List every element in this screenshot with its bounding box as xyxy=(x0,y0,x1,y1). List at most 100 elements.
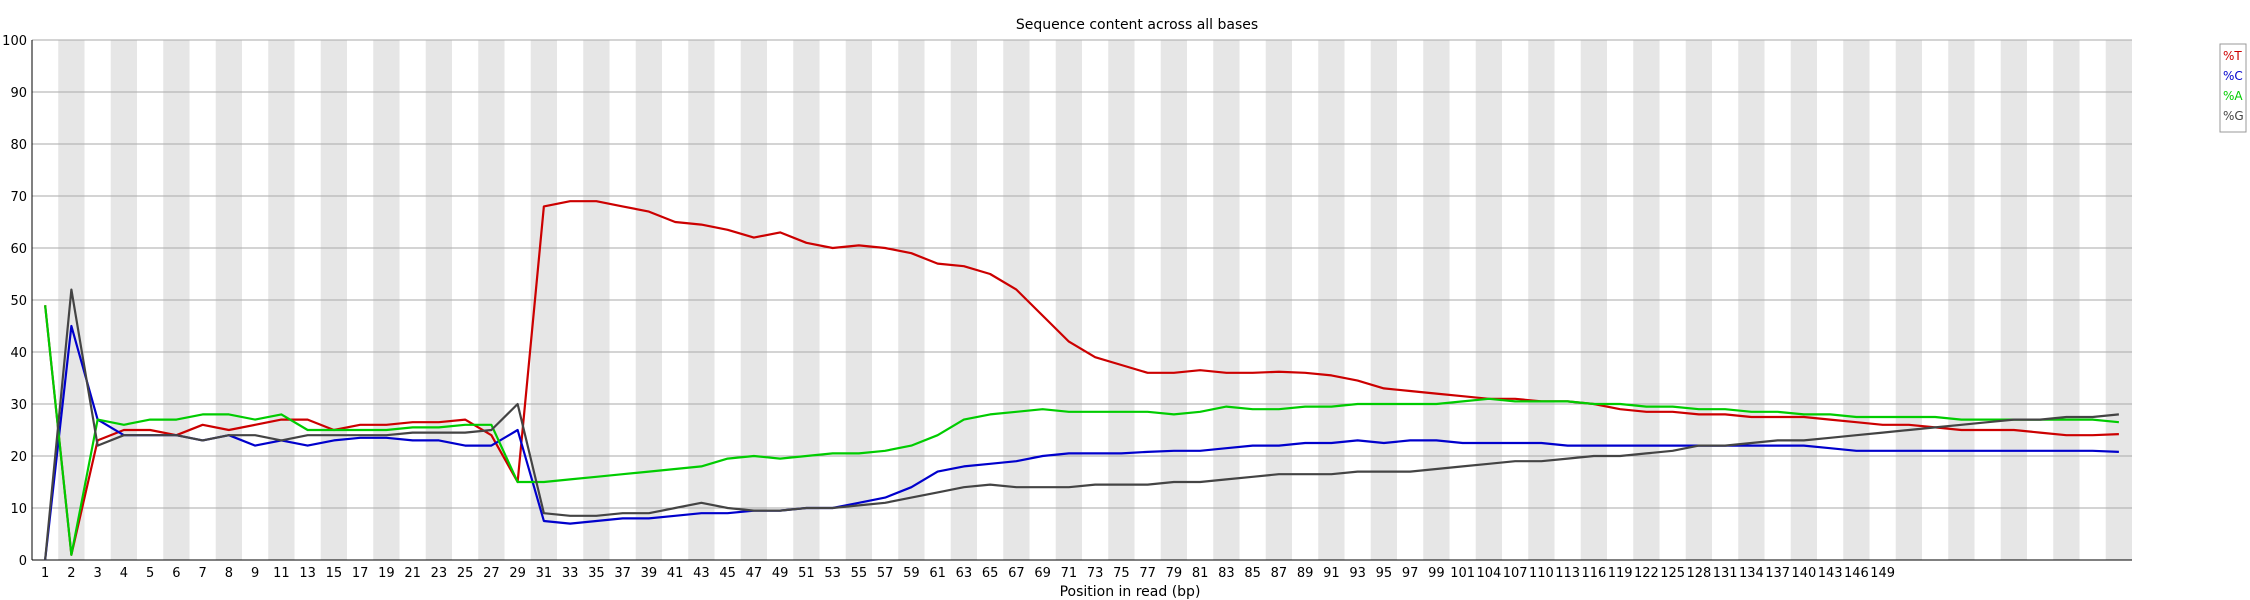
x-tick-label: 45 xyxy=(719,566,736,581)
x-tick-label: 61 xyxy=(929,566,946,581)
x-tick-label: 110 xyxy=(1529,566,1554,581)
y-tick-label: 70 xyxy=(10,190,27,205)
legend-entry: %C xyxy=(2223,69,2243,83)
x-tick-label: 37 xyxy=(614,566,631,581)
x-tick-label: 128 xyxy=(1686,566,1711,581)
x-tick-label: 65 xyxy=(982,566,999,581)
x-tick-label: 6 xyxy=(172,566,180,581)
x-tick-label: 29 xyxy=(509,566,526,581)
x-tick-label: 63 xyxy=(956,566,973,581)
x-tick-label: 95 xyxy=(1376,566,1393,581)
series-line-pct-t xyxy=(44,200,2119,556)
x-tick-label: 101 xyxy=(1450,566,1475,581)
legend-entry: %T xyxy=(2223,49,2242,63)
x-tick-label: 99 xyxy=(1428,566,1445,581)
x-tick-label: 71 xyxy=(1061,566,1078,581)
x-tick-label: 53 xyxy=(824,566,841,581)
x-tick-label: 57 xyxy=(877,566,894,581)
x-tick-label: 9 xyxy=(251,566,259,581)
x-tick-label: 77 xyxy=(1139,566,1156,581)
y-tick-labels: 0 10 20 30 40 50 60 70 80 90 100 xyxy=(2,34,27,569)
x-tick-label: 1 xyxy=(41,566,49,581)
x-tick-label: 35 xyxy=(588,566,605,581)
x-tick-label: 15 xyxy=(326,566,343,581)
x-tick-label: 81 xyxy=(1192,566,1209,581)
y-tick-label: 30 xyxy=(10,398,27,413)
x-tick-label: 149 xyxy=(1870,566,1895,581)
x-tick-label: 59 xyxy=(903,566,920,581)
x-tick-label: 69 xyxy=(1034,566,1051,581)
x-tick-label: 49 xyxy=(772,566,789,581)
x-tick-label: 55 xyxy=(851,566,868,581)
x-tick-label: 39 xyxy=(641,566,658,581)
x-tick-label: 93 xyxy=(1349,566,1366,581)
y-tick-label: 80 xyxy=(10,138,27,153)
x-tick-label: 41 xyxy=(667,566,684,581)
x-tick-label: 79 xyxy=(1166,566,1183,581)
x-tick-label: 97 xyxy=(1402,566,1419,581)
legend-entry: %G xyxy=(2223,109,2244,123)
legend: %T %C %A %G xyxy=(2219,43,2247,133)
x-tick-label: 104 xyxy=(1476,566,1501,581)
x-tick-label: 107 xyxy=(1503,566,1528,581)
horizontal-gridlines xyxy=(32,39,2132,509)
series-line-pct-c xyxy=(44,324,2119,561)
x-tick-label: 131 xyxy=(1713,566,1738,581)
y-tick-label: 40 xyxy=(10,346,27,361)
legend-box xyxy=(2219,43,2247,133)
x-tick-label: 116 xyxy=(1581,566,1606,581)
x-tick-label: 7 xyxy=(198,566,206,581)
x-tick-label: 23 xyxy=(431,566,448,581)
series-lines xyxy=(44,200,2119,561)
x-axis-title: Position in read (bp) xyxy=(1060,584,1201,600)
x-tick-label: 21 xyxy=(404,566,421,581)
x-tick-label: 67 xyxy=(1008,566,1025,581)
x-tick-label: 51 xyxy=(798,566,815,581)
x-tick-label: 13 xyxy=(299,566,316,581)
x-tick-label: 122 xyxy=(1634,566,1659,581)
x-tick-label: 85 xyxy=(1244,566,1261,581)
x-tick-label: 31 xyxy=(536,566,553,581)
series-line-pct-g xyxy=(44,288,2119,561)
x-tick-label: 8 xyxy=(225,566,233,581)
x-tick-label: 89 xyxy=(1297,566,1314,581)
x-tick-label: 119 xyxy=(1608,566,1633,581)
x-tick-label: 87 xyxy=(1271,566,1288,581)
x-tick-label: 33 xyxy=(562,566,579,581)
x-tick-label: 47 xyxy=(746,566,763,581)
x-tick-labels: 1 2 3 4 5 6 7 8 9 11 13 15 17 19 21 23 25 27 29 31 33 35 37 39 4… xyxy=(41,566,1895,581)
legend-entry: %A xyxy=(2223,89,2243,103)
x-tick-label: 2 xyxy=(67,566,75,581)
x-tick-label: 5 xyxy=(146,566,154,581)
x-tick-label: 75 xyxy=(1113,566,1130,581)
y-tick-label: 20 xyxy=(10,450,27,465)
x-tick-label: 83 xyxy=(1218,566,1235,581)
x-tick-label: 3 xyxy=(93,566,101,581)
y-tick-label: 100 xyxy=(2,34,27,49)
series-line-pct-a xyxy=(44,305,2119,556)
y-tick-label: 0 xyxy=(19,554,27,569)
x-tick-label: 25 xyxy=(457,566,474,581)
x-tick-label: 137 xyxy=(1765,566,1790,581)
y-tick-label: 50 xyxy=(10,294,27,309)
chart-title: Sequence content across all bases xyxy=(1016,17,1258,33)
x-tick-label: 125 xyxy=(1660,566,1685,581)
x-tick-label: 146 xyxy=(1844,566,1869,581)
axes xyxy=(31,40,2132,561)
x-tick-label: 19 xyxy=(378,566,395,581)
x-tick-label: 11 xyxy=(273,566,290,581)
x-tick-label: 17 xyxy=(352,566,369,581)
y-tick-label: 90 xyxy=(10,86,27,101)
y-tick-label: 10 xyxy=(10,502,27,517)
x-tick-label: 113 xyxy=(1555,566,1580,581)
x-tick-label: 140 xyxy=(1791,566,1816,581)
x-tick-label: 73 xyxy=(1087,566,1104,581)
x-tick-label: 134 xyxy=(1739,566,1764,581)
x-tick-label: 27 xyxy=(483,566,500,581)
y-tick-label: 60 xyxy=(10,242,27,257)
x-tick-label: 91 xyxy=(1323,566,1340,581)
x-tick-label: 4 xyxy=(120,566,128,581)
x-tick-label: 143 xyxy=(1818,566,1843,581)
x-tick-label: 43 xyxy=(693,566,710,581)
